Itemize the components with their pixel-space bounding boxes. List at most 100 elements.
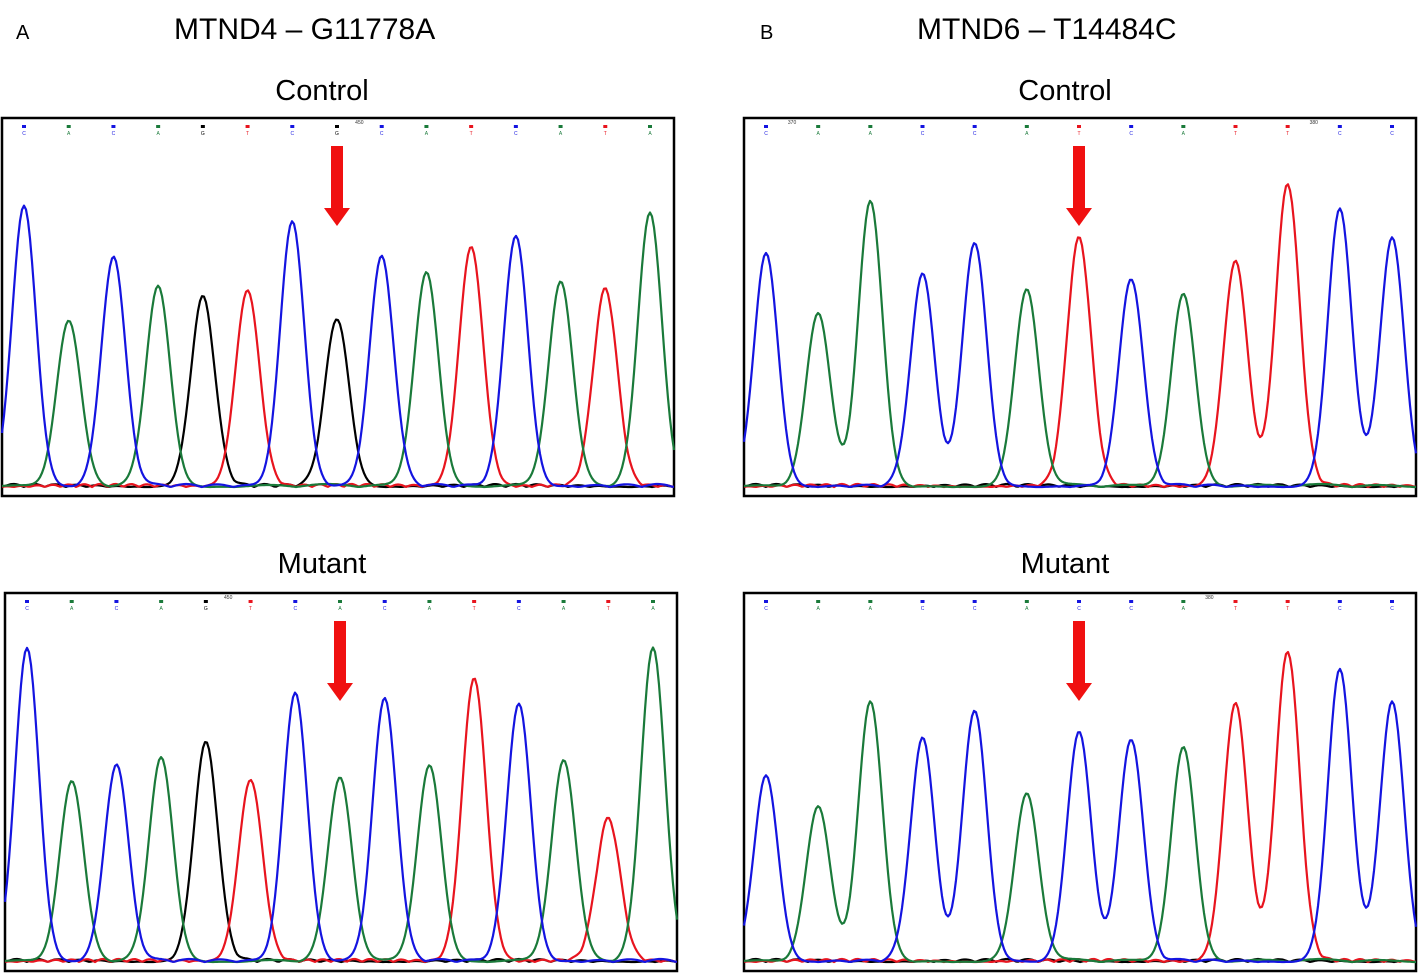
chromatogram-a-control: C A C A G T C G C A T C A T A 450 [0, 116, 676, 498]
base-call-label: C [517, 606, 521, 612]
base-call-mark [469, 125, 474, 128]
base-call-mark [764, 600, 768, 603]
base-call-label: C [514, 131, 518, 137]
base-call-label: C [22, 131, 26, 137]
base-call-mark [248, 600, 253, 603]
variant-arrow [1066, 621, 1092, 701]
base-call-label: C [921, 131, 925, 137]
trace-line-C [742, 667, 1418, 964]
base-call-mark [111, 125, 116, 128]
base-call-mark [379, 125, 384, 128]
base-call-mark [816, 600, 821, 603]
base-call-mark [972, 125, 977, 128]
base-call-mark [1233, 125, 1238, 128]
base-call-mark [293, 600, 298, 603]
variant-arrow [327, 621, 353, 701]
base-call-mark [200, 125, 205, 128]
panel-a-mutant-title: Mutant [277, 548, 367, 580]
base-call-label: T [470, 131, 473, 137]
base-call-label: A [1025, 606, 1029, 612]
base-call-label: T [473, 606, 476, 612]
base-call-label: A [159, 606, 163, 612]
base-call-mark [816, 125, 821, 128]
base-call-mark [1390, 125, 1394, 128]
base-call-label: C [1129, 606, 1133, 612]
base-call-label: T [1234, 606, 1237, 612]
base-call-mark [558, 125, 563, 128]
base-call-label: T [604, 131, 607, 137]
base-call-label: A [559, 131, 563, 137]
panel-a-control-title: Control [275, 75, 369, 107]
base-call-label: C [112, 131, 116, 137]
position-marker: 450 [224, 595, 233, 601]
base-call-label: C [921, 606, 925, 612]
base-call-label: C [1077, 606, 1081, 612]
base-call-label: C [764, 131, 768, 137]
base-call-label: G [201, 131, 205, 137]
base-call-mark [472, 600, 477, 603]
base-call-label: A [425, 131, 429, 137]
variant-arrow [1066, 146, 1092, 226]
base-call-mark [382, 600, 387, 603]
base-call-label: C [1338, 131, 1342, 137]
trace-line-A [743, 700, 1416, 964]
base-call-label: C [973, 606, 977, 612]
base-call-mark [606, 600, 611, 603]
chromatogram-b-mutant: C A A C C A C C A T T C C 380 [742, 591, 1418, 973]
base-call-mark [868, 600, 873, 603]
position-marker: 450 [355, 120, 364, 126]
base-call-label: A [869, 606, 873, 612]
base-call-mark [603, 125, 608, 128]
panel-b-mutant-title: Mutant [1020, 548, 1110, 580]
base-call-label: C [383, 606, 387, 612]
position-marker: 380 [1310, 120, 1319, 126]
panel-a-gene-title: MTND4 – G11778A [174, 13, 436, 46]
base-call-mark [203, 600, 208, 603]
base-call-mark [764, 125, 768, 128]
base-call-label: C [1129, 131, 1133, 137]
base-call-mark [972, 600, 977, 603]
base-call-label: A [562, 606, 566, 612]
base-call-mark [1129, 125, 1134, 128]
base-call-mark [290, 125, 295, 128]
chromatogram-b-control: C A A C C A T C A T T C C 370 380 [742, 116, 1418, 498]
base-call-label: T [249, 606, 252, 612]
base-call-label: A [648, 131, 652, 137]
position-marker: 370 [788, 120, 797, 126]
panel-b-gene-title: MTND6 – T14484C [917, 13, 1177, 46]
base-call-mark [69, 600, 74, 603]
base-call-label: C [380, 131, 384, 137]
variant-arrow [324, 146, 350, 226]
trace-line-A [743, 199, 1416, 489]
variant-arrow-shaft [331, 146, 343, 210]
base-call-mark [1077, 125, 1081, 128]
chromatogram-a-mutant: C A C A G T C A C A T C A T A 450 [3, 591, 679, 973]
base-call-label: C [1338, 606, 1342, 612]
trace-line-C [0, 204, 674, 489]
base-call-label: C [1390, 131, 1394, 137]
base-call-label: A [67, 131, 71, 137]
base-call-mark [159, 600, 164, 603]
base-call-label: T [1077, 131, 1080, 137]
base-call-label: A [338, 606, 342, 612]
base-call-mark [1024, 125, 1029, 128]
base-call-label: C [973, 131, 977, 137]
variant-arrow-head [324, 208, 350, 226]
base-call-mark [1181, 600, 1186, 603]
base-call-label: C [1390, 606, 1394, 612]
base-call-label: G [335, 131, 339, 137]
base-call-mark [66, 125, 71, 128]
base-call-label: T [246, 131, 249, 137]
base-call-mark [648, 125, 652, 128]
base-call-mark [1024, 600, 1029, 603]
base-call-mark [245, 125, 250, 128]
base-call-label: G [204, 606, 208, 612]
base-call-mark [1181, 125, 1186, 128]
base-call-label: T [607, 606, 610, 612]
base-call-mark [22, 125, 26, 128]
base-call-mark [513, 125, 518, 128]
base-call-label: A [156, 131, 160, 137]
variant-arrow-head [1066, 683, 1092, 701]
trace-line-C [3, 646, 677, 964]
position-marker: 380 [1205, 595, 1214, 601]
